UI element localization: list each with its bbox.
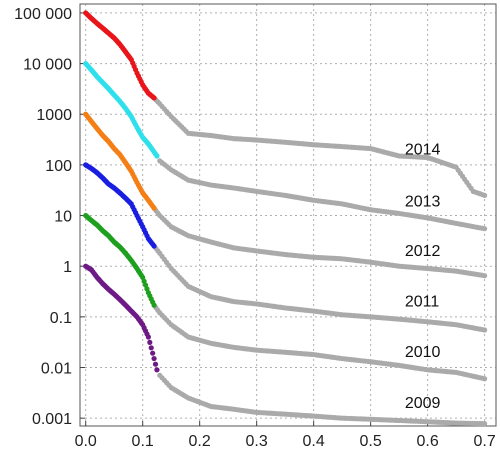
series-point-2011 bbox=[151, 243, 157, 249]
tick-labels: 0.0 0.1 0.2 0.3 0.4 0.5 0.6 0.7 0.001 0.01 0.1 1 10 1… bbox=[14, 6, 496, 450]
x-tick-label: 0.3 bbox=[246, 433, 268, 450]
series-point-2012 bbox=[151, 205, 157, 211]
series-point-2009 bbox=[148, 345, 154, 351]
year-label-2011: 2011 bbox=[405, 294, 440, 311]
gray-tail-point bbox=[482, 376, 488, 382]
gray-tail-points bbox=[151, 95, 488, 427]
series-point-2014 bbox=[151, 95, 157, 101]
gray-tail-point bbox=[482, 327, 488, 333]
y-tick-label: 100 000 bbox=[14, 6, 72, 23]
gray-tail-point bbox=[482, 226, 488, 232]
gray-tail-point bbox=[482, 192, 488, 198]
y-tick-label: 0.1 bbox=[50, 310, 72, 327]
y-tick-label: 100 bbox=[45, 158, 72, 175]
y-tick-label: 10 bbox=[54, 209, 72, 226]
y-tick-label: 0.001 bbox=[32, 411, 72, 428]
x-tick-label: 0.6 bbox=[416, 433, 438, 450]
y-tick-label: 10 000 bbox=[23, 57, 72, 74]
plot-frame bbox=[79, 3, 497, 427]
x-tick-label: 0.1 bbox=[132, 433, 154, 450]
year-label-2012: 2012 bbox=[405, 243, 441, 260]
axes bbox=[79, 3, 497, 427]
series-point-2009 bbox=[152, 361, 159, 367]
y-tick-label: 0.01 bbox=[41, 360, 72, 377]
x-tick-label: 0.0 bbox=[75, 433, 97, 450]
year-label-2013: 2013 bbox=[405, 194, 441, 211]
y-tick-label: 1000 bbox=[36, 107, 72, 124]
series-point-2009 bbox=[145, 334, 151, 340]
grid-lines bbox=[80, 4, 496, 426]
x-tick-label: 0.5 bbox=[360, 433, 382, 450]
series-point-2009 bbox=[151, 355, 157, 362]
x-tick-label: 0.2 bbox=[189, 433, 211, 450]
series-point-2013 bbox=[154, 153, 160, 159]
year-labels: 2014 2013 2012 2011 2010 2009 bbox=[405, 142, 441, 412]
x-tick-label: 0.7 bbox=[473, 433, 495, 450]
series-point-2009 bbox=[150, 350, 156, 356]
series-points bbox=[83, 10, 160, 373]
series-point-2010 bbox=[151, 302, 157, 308]
series-point-2009 bbox=[154, 367, 160, 373]
year-label-2014: 2014 bbox=[405, 142, 441, 159]
y-tick-label: 1 bbox=[63, 259, 72, 276]
year-label-2010: 2010 bbox=[405, 344, 441, 361]
gray-tail-point bbox=[482, 273, 488, 279]
year-label-2009: 2009 bbox=[405, 395, 441, 412]
gray-tail-point bbox=[482, 421, 488, 427]
series-point-2009 bbox=[147, 339, 153, 345]
x-tick-label: 0.4 bbox=[303, 433, 325, 450]
